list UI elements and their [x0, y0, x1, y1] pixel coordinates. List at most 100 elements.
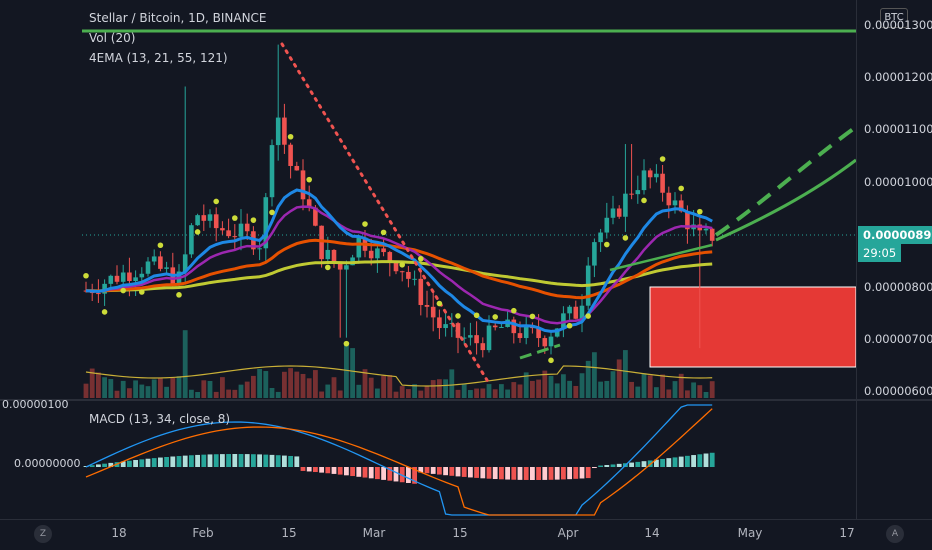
candle-body — [331, 249, 337, 264]
macd-histogram-bar — [703, 453, 709, 467]
candle-body — [542, 338, 548, 347]
volume-legend[interactable]: Vol (20) — [89, 31, 136, 45]
channel-line — [609, 243, 713, 272]
volume-bar — [567, 380, 572, 398]
candle-body — [387, 252, 393, 263]
macd-histogram-bar — [468, 467, 473, 478]
macd-histogram-bar — [536, 467, 541, 480]
candle-body — [709, 228, 715, 241]
ema-legend[interactable]: 4EMA (13, 21, 55, 121) — [89, 51, 228, 65]
signal-dot — [269, 209, 275, 216]
macd-histogram-bar — [387, 467, 393, 481]
signal-dot — [585, 313, 591, 319]
candle-body — [195, 215, 200, 226]
macd-histogram-bar — [313, 467, 318, 473]
signal-dot — [548, 357, 554, 364]
signal-dot — [83, 272, 89, 279]
volume-bar — [548, 375, 554, 398]
candle-body — [412, 278, 417, 280]
candle-body — [182, 254, 188, 272]
support-box — [649, 286, 857, 368]
signal-dot — [101, 309, 108, 315]
candle-body — [461, 337, 467, 339]
signal-dot — [194, 229, 201, 235]
symbol-title[interactable]: Stellar / Bitcoin, 1D, BINANCE — [89, 11, 267, 25]
candle-body — [672, 200, 678, 206]
candle-body — [108, 275, 114, 284]
currency-button[interactable]: BTC — [880, 8, 908, 28]
candle-body — [474, 335, 479, 344]
macd-histogram-bar — [616, 463, 622, 467]
candle-body — [213, 214, 219, 229]
macd-histogram-bar — [437, 467, 442, 475]
volume-bar — [288, 368, 293, 398]
candle-body — [424, 305, 430, 307]
volume-bar — [641, 373, 647, 398]
candle-body — [164, 267, 169, 269]
volume-bar — [269, 387, 275, 398]
candle-body — [120, 272, 126, 282]
macd-histogram-bar — [660, 458, 665, 467]
signal-dot — [343, 340, 350, 347]
candle-body — [554, 328, 560, 337]
macd-histogram-bar — [585, 467, 591, 479]
macd-histogram-bar — [461, 467, 467, 477]
projection-line — [715, 158, 857, 242]
candle-body — [294, 165, 300, 171]
candle-body — [127, 272, 132, 282]
macd-histogram-bar — [672, 457, 678, 467]
signal-dot — [529, 313, 536, 320]
macd-histogram-bar — [189, 455, 194, 467]
volume-bar — [207, 380, 213, 398]
candle-body — [201, 215, 207, 221]
volume-bar — [461, 383, 467, 398]
volume-bar — [120, 380, 126, 398]
price-tick: 0.00001000 — [864, 175, 932, 189]
timezone-button[interactable]: Z — [34, 525, 52, 543]
macd-histogram-bar — [232, 454, 238, 467]
macd-histogram-bar — [406, 467, 411, 483]
volume-bar — [499, 384, 504, 398]
price-tick: 0.00000800 — [864, 280, 932, 294]
candle-body — [468, 335, 473, 338]
countdown-tag: 29:05 — [858, 244, 902, 262]
macd-histogram-bar — [678, 456, 684, 467]
volume-bar — [443, 379, 448, 398]
signal-dot — [213, 198, 219, 205]
macd-histogram-bar — [505, 467, 510, 480]
macd-histogram-bar — [306, 467, 312, 472]
candle-body — [158, 256, 163, 269]
candle-body — [313, 207, 318, 226]
auto-scale-button[interactable]: A — [886, 525, 904, 543]
pane-separator[interactable] — [0, 399, 932, 401]
candle-body — [381, 248, 386, 253]
macd-histogram-bar — [356, 467, 362, 477]
volume-bar — [573, 385, 579, 398]
candle-body — [430, 306, 436, 318]
volume-bar — [89, 368, 95, 398]
signal-dot — [380, 229, 387, 236]
volume-ma-line — [85, 365, 713, 387]
volume-bar — [666, 389, 672, 398]
candle-body — [207, 214, 213, 221]
price-axis-separator — [856, 0, 857, 519]
candle-body — [437, 317, 442, 329]
macd-histogram-bar — [145, 458, 151, 467]
macd-histogram-bar — [561, 467, 566, 480]
time-tick: Apr — [557, 526, 579, 540]
ema-55-line — [85, 238, 713, 300]
signal-dot — [399, 261, 406, 268]
price-tick: 0.00000600 — [864, 384, 932, 398]
volume-bar — [232, 389, 238, 398]
volume-bar — [139, 384, 145, 398]
volume-bar — [176, 376, 182, 398]
macd-histogram-bar — [592, 467, 597, 469]
macd-legend[interactable]: MACD (13, 34, close, 8) — [89, 412, 231, 426]
macd-histogram-bar — [294, 456, 300, 467]
volume-bar — [133, 380, 138, 398]
volume-bar — [182, 330, 188, 398]
volume-bar — [251, 375, 256, 398]
volume-bar — [220, 377, 225, 398]
macd-histogram-bar — [96, 464, 101, 467]
